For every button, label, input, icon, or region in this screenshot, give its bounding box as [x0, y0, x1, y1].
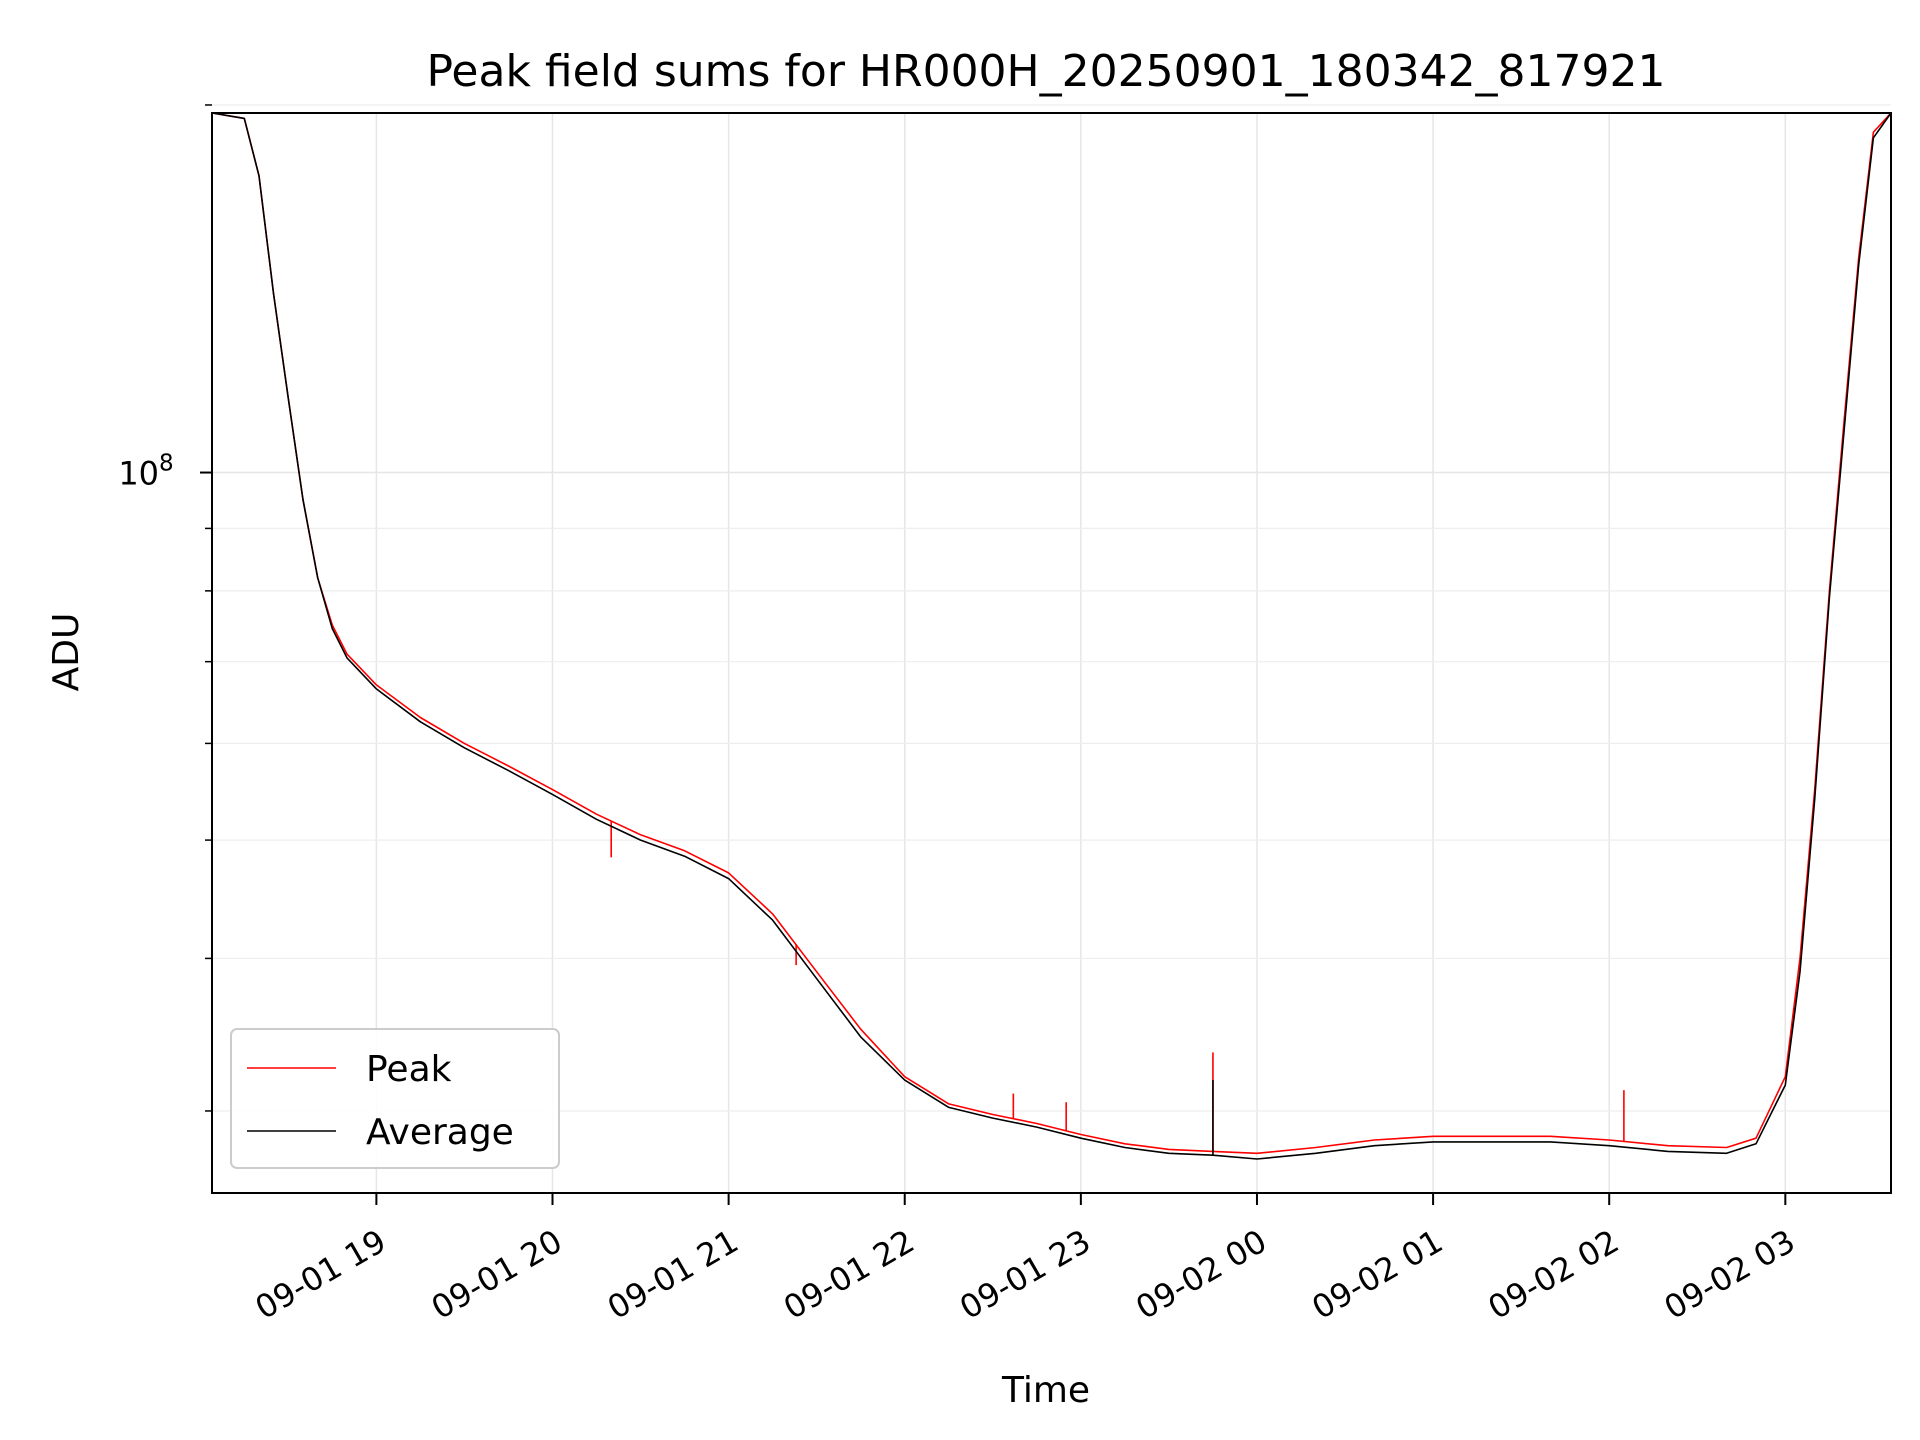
y-axis: 108 [118, 104, 212, 1112]
legend-label-average: Average [366, 1112, 514, 1153]
x-tick-label: 09-01 21 [601, 1222, 745, 1327]
x-tick-label: 09-02 02 [1482, 1222, 1626, 1327]
x-tick-label: 09-01 19 [249, 1222, 393, 1327]
x-tick-label: 09-02 03 [1658, 1222, 1802, 1327]
plot-frame [211, 112, 1892, 1194]
x-tick-label: 09-02 01 [1305, 1222, 1449, 1327]
legend: Peak Average [230, 1028, 560, 1169]
legend-label-peak: Peak [366, 1049, 452, 1090]
x-axis-label: Time [1001, 1370, 1090, 1411]
y-tick-label: 108 [118, 451, 173, 493]
x-tick-label: 09-01 22 [777, 1222, 921, 1327]
x-tick-label: 09-01 23 [953, 1222, 1097, 1327]
legend-box [230, 1028, 560, 1169]
x-axis: 09-01 19 09-01 20 09-01 21 09-01 22 09-01 23… [249, 1193, 1802, 1327]
y-axis-label: ADU [46, 613, 87, 692]
chart-title: Peak field sums for HR000H_20250901_1803… [426, 46, 1665, 97]
x-tick-label: 09-01 20 [425, 1222, 569, 1327]
series-lines [212, 113, 1891, 1160]
x-tick-label: 09-02 00 [1129, 1222, 1273, 1327]
series-line-peak [212, 113, 1891, 1155]
series-line-average [212, 113, 1891, 1160]
